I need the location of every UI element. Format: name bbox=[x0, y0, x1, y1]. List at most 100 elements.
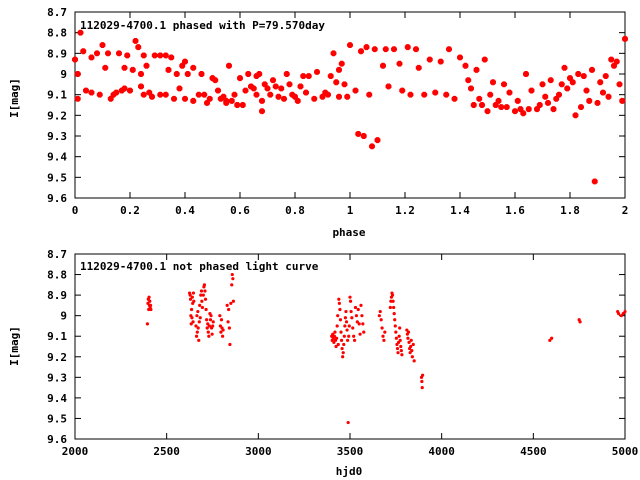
phased-x-tick-label: 1.8 bbox=[560, 204, 580, 217]
phased-data-point bbox=[542, 93, 549, 100]
unphased-data-point bbox=[190, 295, 194, 299]
phased-data-point bbox=[314, 68, 320, 75]
phased-data-point bbox=[245, 71, 252, 77]
unphased-data-point bbox=[339, 338, 344, 342]
unphased-data-point bbox=[198, 316, 202, 320]
unphased-data-point bbox=[346, 420, 350, 425]
phased-data-point bbox=[77, 29, 84, 36]
phased-data-point bbox=[514, 97, 521, 104]
phased-data-point bbox=[242, 87, 249, 94]
phased-data-point bbox=[369, 143, 375, 150]
unphased-data-point bbox=[548, 338, 552, 342]
unphased-data-point bbox=[381, 334, 385, 338]
unphased-y-tick-label: 9 bbox=[60, 310, 67, 323]
unphased-data-point bbox=[407, 340, 411, 344]
unphased-data-point bbox=[148, 299, 152, 303]
phased-data-point bbox=[396, 60, 403, 67]
unphased-y-tick-label: 9.2 bbox=[47, 351, 67, 364]
unphased-data-point bbox=[227, 307, 231, 312]
unphased-y-tick-label: 8.9 bbox=[47, 289, 67, 302]
phased-data-point bbox=[102, 64, 109, 71]
phased-data-point bbox=[539, 81, 546, 88]
phased-data-point bbox=[72, 56, 78, 63]
phased-data-point bbox=[580, 73, 587, 80]
phased-data-point bbox=[479, 102, 485, 108]
unphased-data-point bbox=[203, 289, 207, 293]
phased-data-point bbox=[226, 62, 232, 69]
unphased-data-point bbox=[347, 324, 351, 328]
phased-data-point bbox=[594, 99, 601, 106]
unphased-chart-ylabel: I[mag] bbox=[8, 326, 21, 366]
unphased-data-point bbox=[410, 349, 414, 353]
unphased-data-point bbox=[345, 328, 349, 332]
phased-data-point bbox=[371, 46, 378, 53]
unphased-data-point bbox=[195, 330, 199, 334]
unphased-data-point bbox=[350, 316, 354, 320]
unphased-data-point bbox=[412, 359, 416, 363]
phased-data-point bbox=[333, 79, 340, 86]
phased-x-tick-label: 1.6 bbox=[505, 204, 525, 217]
phased-data-point bbox=[558, 81, 565, 88]
unphased-data-point bbox=[207, 324, 211, 328]
unphased-x-tick-label: 3000 bbox=[245, 445, 272, 458]
unphased-data-point bbox=[338, 318, 343, 322]
unphased-data-point bbox=[209, 314, 213, 318]
unphased-data-point bbox=[206, 330, 210, 334]
phased-data-point bbox=[619, 97, 626, 104]
phased-data-point bbox=[94, 50, 100, 57]
phased-chart-ylabel: I[mag] bbox=[8, 78, 21, 118]
phased-data-point bbox=[259, 97, 265, 104]
phased-data-point bbox=[462, 62, 469, 69]
unphased-data-point bbox=[398, 338, 402, 342]
unphased-data-point bbox=[200, 299, 204, 303]
unphased-data-point bbox=[145, 322, 150, 326]
unphased-data-point bbox=[208, 318, 213, 322]
unphased-data-point bbox=[341, 355, 345, 359]
unphased-data-point bbox=[190, 307, 194, 312]
unphased-data-point bbox=[336, 314, 340, 318]
unphased-data-point bbox=[200, 305, 205, 310]
phased-data-point bbox=[586, 97, 593, 104]
phased-data-point bbox=[215, 87, 221, 94]
phased-data-point bbox=[132, 37, 139, 44]
phased-data-point bbox=[182, 95, 188, 102]
phased-data-point bbox=[270, 77, 276, 84]
phased-data-point bbox=[190, 64, 197, 71]
phased-x-tick-label: 0.8 bbox=[285, 204, 305, 217]
phased-data-point bbox=[305, 73, 312, 80]
unphased-data-point bbox=[623, 309, 627, 314]
unphased-data-point bbox=[621, 312, 625, 316]
unphased-data-point bbox=[349, 309, 353, 314]
phased-data-point bbox=[468, 85, 474, 92]
unphased-x-tick-label: 2000 bbox=[62, 445, 89, 458]
phased-data-point bbox=[198, 71, 205, 77]
phased-x-tick-label: 0.2 bbox=[120, 204, 140, 217]
unphased-data-point bbox=[337, 301, 341, 305]
phased-data-point bbox=[399, 87, 406, 94]
phased-data-point bbox=[259, 108, 265, 115]
phased-data-point bbox=[490, 79, 496, 86]
phased-data-point bbox=[116, 50, 122, 57]
phased-data-point bbox=[525, 106, 532, 113]
phased-data-point bbox=[140, 91, 147, 98]
phased-data-point bbox=[583, 87, 590, 94]
unphased-data-point bbox=[348, 295, 352, 299]
phased-chart-title: 112029-4700.1 phased with P=79.570day bbox=[80, 19, 325, 32]
unphased-data-point bbox=[421, 373, 425, 377]
phased-data-point bbox=[589, 66, 595, 73]
unphased-data-point bbox=[410, 355, 414, 359]
phased-data-point bbox=[487, 91, 494, 98]
unphased-data-point bbox=[207, 334, 211, 338]
phased-data-point bbox=[157, 91, 164, 98]
unphased-data-point bbox=[196, 326, 200, 330]
phased-data-point bbox=[512, 108, 518, 115]
unphased-data-point bbox=[191, 291, 196, 295]
phased-data-point bbox=[380, 62, 386, 69]
phased-y-tick-label: 9 bbox=[60, 68, 67, 81]
phased-data-point bbox=[138, 83, 144, 90]
unphased-data-point bbox=[230, 283, 234, 287]
phased-data-point bbox=[121, 85, 128, 92]
phased-data-point bbox=[561, 64, 568, 71]
phased-data-point bbox=[286, 81, 293, 88]
